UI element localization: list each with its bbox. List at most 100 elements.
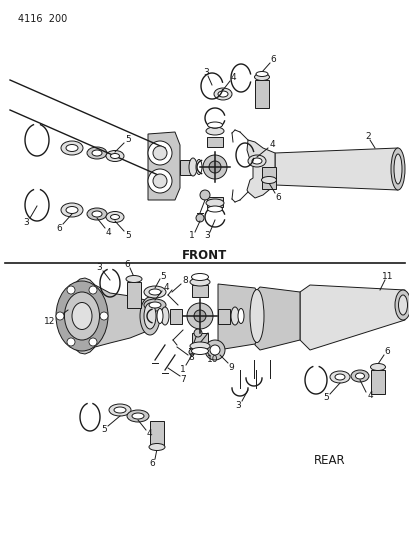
Text: 3: 3 — [23, 217, 29, 227]
Ellipse shape — [87, 147, 107, 159]
Circle shape — [200, 190, 209, 200]
Ellipse shape — [207, 206, 222, 212]
Ellipse shape — [144, 299, 166, 311]
Text: FRONT: FRONT — [182, 248, 227, 262]
Ellipse shape — [106, 212, 124, 222]
Circle shape — [100, 312, 108, 320]
Bar — [170, 309, 182, 324]
Bar — [180, 160, 191, 175]
Ellipse shape — [393, 154, 401, 184]
Circle shape — [196, 214, 204, 222]
Ellipse shape — [213, 88, 231, 100]
Ellipse shape — [148, 302, 161, 308]
Circle shape — [209, 161, 220, 173]
Ellipse shape — [207, 122, 222, 128]
Ellipse shape — [161, 307, 169, 325]
Text: 4: 4 — [105, 228, 110, 237]
Text: 6: 6 — [149, 458, 155, 467]
Ellipse shape — [218, 91, 227, 97]
Circle shape — [193, 310, 205, 322]
Text: 5: 5 — [125, 134, 130, 143]
Bar — [261, 167, 275, 189]
Ellipse shape — [61, 203, 83, 217]
Bar — [191, 333, 207, 345]
Ellipse shape — [205, 199, 223, 207]
Text: 6: 6 — [383, 346, 389, 356]
Circle shape — [153, 174, 166, 188]
Ellipse shape — [350, 370, 368, 382]
Text: 8: 8 — [188, 353, 193, 362]
Text: 6: 6 — [270, 54, 275, 63]
Text: 3: 3 — [202, 68, 208, 77]
Text: 9: 9 — [227, 362, 233, 372]
Text: 3: 3 — [234, 400, 240, 409]
Text: 2: 2 — [364, 132, 370, 141]
Text: 11: 11 — [381, 271, 393, 280]
Ellipse shape — [64, 292, 99, 340]
Text: 4116  200: 4116 200 — [18, 14, 67, 24]
Ellipse shape — [92, 150, 102, 156]
Text: 10: 10 — [207, 356, 218, 365]
Ellipse shape — [148, 289, 161, 295]
Ellipse shape — [254, 74, 269, 80]
Ellipse shape — [66, 206, 78, 214]
Ellipse shape — [205, 127, 223, 135]
Bar — [218, 309, 229, 324]
Ellipse shape — [261, 176, 276, 183]
Text: 5: 5 — [101, 425, 107, 434]
Ellipse shape — [247, 155, 265, 167]
Ellipse shape — [329, 371, 349, 383]
Circle shape — [89, 338, 97, 346]
Ellipse shape — [144, 286, 166, 298]
Ellipse shape — [144, 303, 155, 329]
Ellipse shape — [196, 159, 202, 174]
Ellipse shape — [72, 303, 92, 329]
Polygon shape — [299, 285, 404, 350]
Ellipse shape — [394, 290, 409, 320]
Text: REAR: REAR — [313, 454, 345, 466]
Text: 3: 3 — [96, 262, 101, 271]
Ellipse shape — [237, 309, 243, 324]
Ellipse shape — [92, 211, 102, 217]
Ellipse shape — [109, 404, 131, 416]
Ellipse shape — [126, 276, 142, 282]
Circle shape — [187, 303, 213, 329]
Ellipse shape — [106, 150, 124, 161]
Polygon shape — [274, 148, 397, 190]
Ellipse shape — [110, 214, 119, 220]
Text: 6: 6 — [124, 260, 130, 269]
Polygon shape — [254, 287, 299, 350]
Circle shape — [153, 146, 166, 160]
Ellipse shape — [398, 295, 407, 315]
Ellipse shape — [114, 407, 126, 413]
Ellipse shape — [191, 348, 208, 354]
Bar — [254, 80, 268, 108]
Ellipse shape — [61, 141, 83, 155]
Polygon shape — [72, 278, 152, 354]
Ellipse shape — [189, 342, 209, 350]
Circle shape — [67, 286, 75, 294]
Text: 5: 5 — [125, 230, 130, 239]
Ellipse shape — [189, 158, 196, 176]
Circle shape — [204, 340, 225, 360]
Ellipse shape — [370, 364, 384, 370]
Ellipse shape — [139, 297, 160, 335]
Bar — [207, 137, 222, 147]
Text: 4: 4 — [146, 430, 151, 439]
Polygon shape — [218, 284, 256, 350]
Text: 4: 4 — [163, 282, 169, 292]
Text: 1: 1 — [189, 230, 194, 239]
Bar — [150, 421, 164, 446]
Ellipse shape — [230, 307, 238, 325]
Circle shape — [148, 141, 172, 165]
Ellipse shape — [255, 71, 267, 77]
Circle shape — [209, 345, 220, 355]
Ellipse shape — [355, 373, 364, 379]
Circle shape — [67, 338, 75, 346]
Bar — [191, 285, 207, 297]
Polygon shape — [148, 132, 180, 200]
Polygon shape — [246, 140, 274, 198]
Text: 5: 5 — [160, 271, 166, 280]
Ellipse shape — [189, 278, 209, 286]
Circle shape — [148, 169, 172, 193]
